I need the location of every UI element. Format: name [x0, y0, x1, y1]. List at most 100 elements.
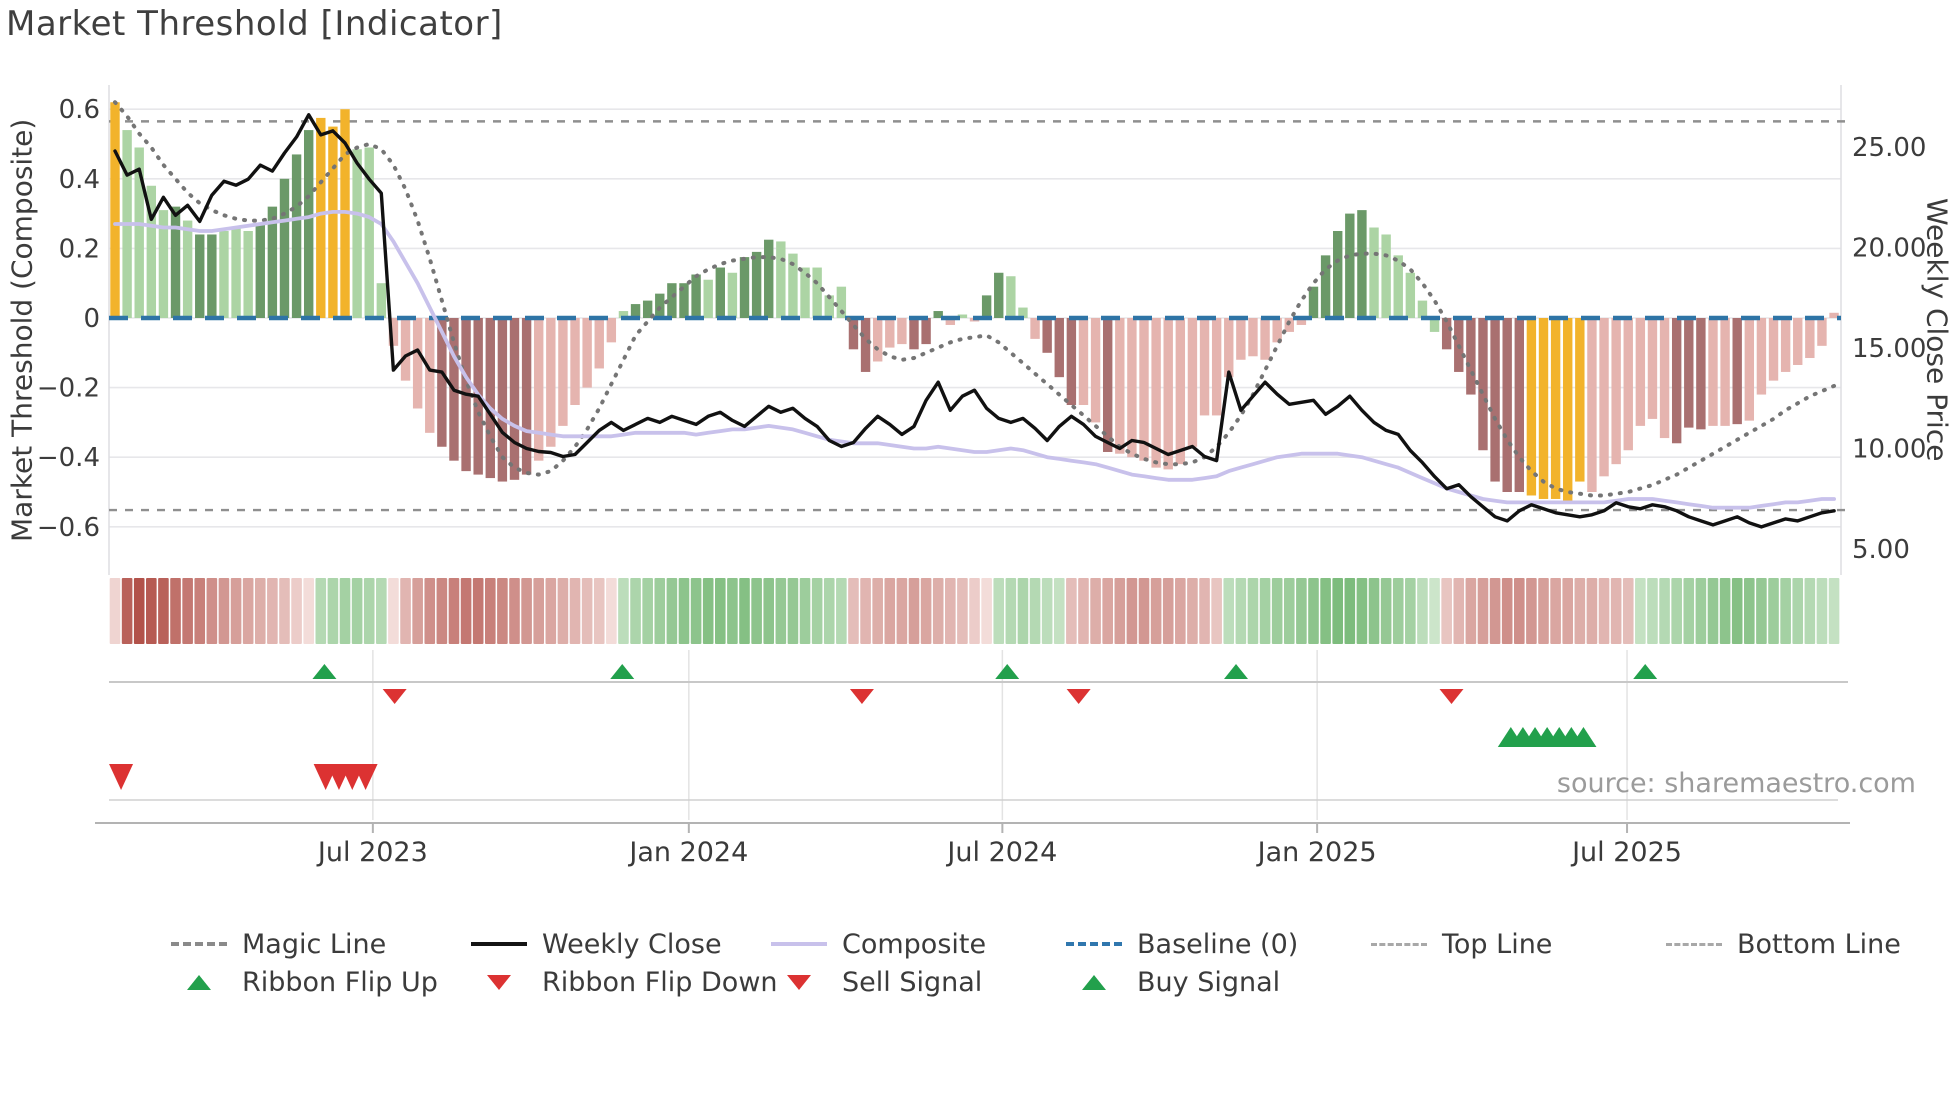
- sell-signal-icon: [109, 764, 134, 790]
- ribbon-cell: [460, 578, 472, 644]
- bar: [1345, 213, 1355, 318]
- right-axis-title: Weekly Close Price: [1920, 198, 1954, 462]
- ribbon-cell: [388, 578, 399, 644]
- ribbon-cell: [1368, 578, 1380, 644]
- ribbon-flip-down-icon: [1066, 689, 1091, 704]
- ribbon-cell: [1150, 578, 1162, 644]
- ribbon-cell: [1223, 578, 1235, 644]
- ribbon-cell: [170, 578, 181, 644]
- ribbon-cell: [509, 578, 520, 644]
- ribbon-cell: [1271, 578, 1283, 644]
- ribbon-cell: [1356, 578, 1368, 644]
- ribbon-cell: [1562, 578, 1574, 644]
- ribbon-cell: [436, 578, 448, 644]
- bar: [618, 311, 629, 318]
- ribbon-cell: [545, 578, 557, 644]
- ribbon-cell: [1392, 578, 1404, 644]
- bar: [1732, 318, 1742, 425]
- bar: [207, 234, 217, 318]
- ribbon-cell: [1792, 578, 1804, 644]
- ribbon-cell: [376, 578, 387, 644]
- ribbon-cell: [1610, 578, 1622, 644]
- bar: [546, 318, 556, 447]
- bar: [872, 318, 883, 362]
- ribbon-cell: [1380, 578, 1392, 644]
- ribbon-cell: [920, 578, 932, 644]
- bar: [1163, 318, 1173, 470]
- right-tick-label: 20.00: [1852, 234, 1926, 264]
- ribbon-cell: [146, 578, 157, 644]
- ribbon-cell: [267, 578, 278, 644]
- ribbon-cell: [497, 578, 508, 644]
- ribbon-cell: [1247, 578, 1259, 644]
- ribbon-cell: [327, 578, 339, 644]
- bar: [485, 318, 495, 479]
- right-tick-label: 15.00: [1852, 334, 1926, 364]
- legend-label: Baseline (0): [1137, 928, 1299, 960]
- left-tick-label: 0.4: [59, 165, 100, 195]
- ribbon-cell: [194, 578, 206, 644]
- ribbon-cell: [1768, 578, 1779, 644]
- bar: [231, 227, 241, 318]
- bar: [1502, 318, 1512, 492]
- ribbon-cell: [1199, 578, 1210, 644]
- bar: [1090, 318, 1101, 423]
- ribbon-cell: [279, 578, 290, 644]
- bar: [1623, 318, 1633, 451]
- ribbon-cell: [1138, 578, 1150, 644]
- ribbon-cell: [932, 578, 944, 644]
- ribbon-cell: [363, 578, 375, 644]
- bar: [1817, 318, 1827, 346]
- ribbon-cell: [1211, 578, 1222, 644]
- bar: [764, 239, 774, 318]
- ribbon-cell: [315, 578, 327, 644]
- legend: Magic Line Weekly Close Composite Baseli…: [0, 918, 1960, 1038]
- ribbon-cell: [351, 578, 363, 644]
- bar: [1102, 318, 1113, 452]
- ribbon-cell: [872, 578, 883, 644]
- composite-swatch-icon: [770, 942, 828, 946]
- ribbon-cell: [848, 578, 859, 644]
- bar: [1030, 318, 1040, 339]
- ribbon-cell: [618, 578, 629, 644]
- bar: [1793, 318, 1803, 365]
- ribbon-cell: [727, 578, 738, 644]
- ribbon-cell: [1501, 578, 1513, 644]
- bar: [400, 318, 411, 381]
- bar: [534, 318, 544, 461]
- bar: [1756, 318, 1767, 395]
- bar: [1405, 272, 1416, 318]
- legend-item-magic-line: Magic Line: [170, 926, 386, 962]
- ribbon-cell: [678, 578, 690, 644]
- chart-canvas: 0.6 0.4 0.2 0 −0.2 −0.4 −0.6 25.00 20.00 15.00 10.…: [37, 85, 1926, 868]
- ribbon-cell: [1162, 578, 1174, 644]
- ribbon-cell: [1816, 578, 1828, 644]
- ribbon-cell: [969, 578, 980, 644]
- bar: [158, 210, 169, 318]
- legend-label: Ribbon Flip Down: [542, 966, 778, 998]
- legend-label: Magic Line: [242, 928, 387, 960]
- ribbon-cell: [339, 578, 351, 644]
- ribbon-cell: [945, 578, 956, 644]
- left-axis-title: Market Threshold (Composite): [5, 118, 39, 542]
- bar: [1514, 318, 1524, 492]
- right-tick-label: 10.00: [1852, 435, 1926, 465]
- legend-item-bottom-line: Bottom Line: [1665, 926, 1901, 962]
- ribbon-cell: [484, 578, 496, 644]
- bar: [570, 318, 580, 405]
- ribbon-cell: [1429, 578, 1440, 644]
- ribbon-cell: [1477, 578, 1489, 644]
- chart-title: Market Threshold [Indicator]: [6, 4, 503, 44]
- ribbon-cell: [860, 578, 871, 644]
- bar: [606, 318, 617, 343]
- bar: [1744, 318, 1755, 421]
- ribbon-cell: [836, 578, 847, 644]
- right-tick-label: 5.00: [1852, 535, 1910, 565]
- legend-item-ribbon-flip-up: Ribbon Flip Up: [170, 964, 438, 1000]
- bar: [376, 283, 387, 318]
- left-tick-label: 0.2: [59, 234, 100, 264]
- ribbon-cell: [1187, 578, 1198, 644]
- ribbon-cell: [581, 578, 593, 644]
- bar: [1187, 318, 1198, 447]
- ribbon-cell: [109, 578, 121, 644]
